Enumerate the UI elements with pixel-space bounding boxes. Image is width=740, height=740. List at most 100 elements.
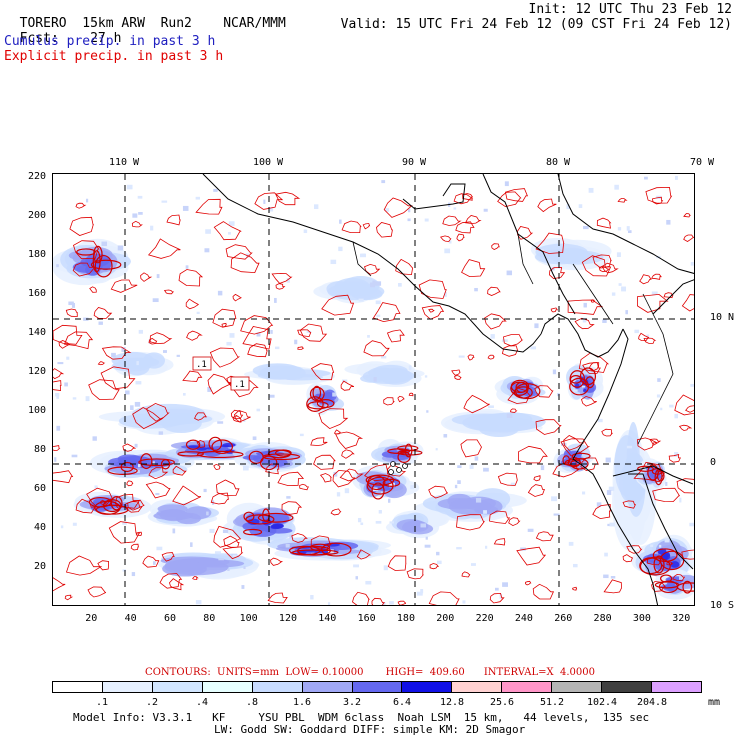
precip-speckle xyxy=(389,482,395,488)
explicit-precip-contour xyxy=(467,354,475,361)
lat-label: 10 S xyxy=(710,600,735,611)
precip-speckle xyxy=(226,341,232,346)
explicit-precip-contour xyxy=(87,586,107,598)
explicit-precip-contour xyxy=(142,555,160,568)
precip-speckle xyxy=(338,246,343,252)
explicit-precip-contour xyxy=(230,409,244,419)
explicit-precip-contour xyxy=(454,375,462,380)
y-tick-label: 220 xyxy=(27,170,46,182)
legend-swatch xyxy=(53,682,103,692)
explicit-precip-contour xyxy=(341,449,355,459)
heavy-precip-contour xyxy=(211,439,234,455)
explicit-precip-contour xyxy=(330,508,342,516)
explicit-precip-contour xyxy=(672,573,686,582)
explicit-precip-contour xyxy=(651,273,662,280)
explicit-precip-contour xyxy=(386,329,405,343)
x-tick-label: 280 xyxy=(593,613,612,624)
precip-speckle xyxy=(182,205,189,211)
heavy-precip-contour xyxy=(257,512,294,523)
y-tick-label: 20 xyxy=(33,560,46,572)
legend-swatch xyxy=(102,682,153,692)
explicit-precip-contour xyxy=(681,549,694,560)
lat-label: 0 xyxy=(710,457,717,468)
x-tick-label: 300 xyxy=(632,613,651,624)
precip-speckle xyxy=(125,390,130,395)
precip-speckle xyxy=(314,204,319,210)
precip-shading xyxy=(555,247,589,263)
explicit-precip-contour xyxy=(376,222,393,238)
precip-speckle xyxy=(474,456,479,461)
explicit-precip-contour xyxy=(461,259,486,278)
legend-value: 102.4 xyxy=(586,697,618,708)
precip-speckle xyxy=(669,404,674,408)
precip-speckle xyxy=(582,491,586,495)
precip-speckle xyxy=(286,277,290,283)
precip-shading xyxy=(162,560,207,577)
precip-speckle xyxy=(111,352,116,358)
legend-value: 204.8 xyxy=(636,697,668,708)
explicit-precip-contour xyxy=(213,221,242,241)
precip-speckle xyxy=(660,407,663,411)
explicit-precip-contour xyxy=(318,408,349,430)
coastline xyxy=(652,279,694,315)
explicit-precip-contour xyxy=(159,573,183,589)
heavy-precip-contour xyxy=(682,580,693,594)
precip-speckle xyxy=(155,492,160,496)
precip-speckle xyxy=(275,346,280,350)
explicit-precip-contour xyxy=(169,578,185,591)
precip-speckle xyxy=(424,544,431,548)
explicit-precip-contour xyxy=(421,305,445,320)
explicit-precip-contour xyxy=(53,380,62,391)
explicit-precip-contour xyxy=(617,198,628,203)
precip-speckle xyxy=(101,241,108,247)
precip-speckle xyxy=(448,240,452,244)
precip-speckle xyxy=(456,547,462,550)
explicit-precip-contour xyxy=(395,258,414,276)
explicit-precip-contour xyxy=(65,555,103,576)
explicit-precip-contour xyxy=(596,217,612,229)
org-label: NCAR/MMM xyxy=(223,16,286,31)
precip-speckle xyxy=(72,522,77,526)
precip-speckle xyxy=(437,560,442,565)
explicit-precip-contour xyxy=(484,313,507,330)
precip-speckle xyxy=(83,317,89,321)
explicit-precip-contour xyxy=(532,583,555,600)
heavy-precip-contour xyxy=(654,469,663,486)
precip-speckle xyxy=(483,467,489,472)
explicit-precip-contour xyxy=(310,437,328,446)
fcst-label: Fcst: xyxy=(19,31,59,46)
precip-speckle xyxy=(690,262,694,266)
precip-speckle xyxy=(156,274,160,279)
legend-unit: mm xyxy=(708,697,721,708)
precip-speckle xyxy=(134,443,138,448)
explicit-precip-contour xyxy=(572,586,578,591)
precip-speckle xyxy=(420,523,427,528)
precip-speckle xyxy=(204,248,210,253)
explicit-precip-contour xyxy=(681,294,694,312)
precip-speckle xyxy=(389,521,394,524)
explicit-precip-contour xyxy=(638,332,650,342)
y-tick-label: 80 xyxy=(33,443,46,455)
precip-speckle xyxy=(425,536,428,540)
explicit-precip-contour xyxy=(460,439,482,458)
heavy-precip-contour xyxy=(297,545,331,556)
explicit-precip-contour xyxy=(397,395,405,403)
precip-speckle xyxy=(217,421,224,424)
precip-speckle xyxy=(596,502,602,507)
y-tick-label: 100 xyxy=(27,404,46,416)
heavy-precip-contour xyxy=(120,461,134,473)
explicit-precip-contour xyxy=(213,463,221,471)
legend-value: .1 xyxy=(95,697,109,708)
explicit-precip-contour xyxy=(406,568,424,580)
explicit-precip-contour xyxy=(525,580,532,586)
legend-swatch xyxy=(452,682,503,692)
precip-speckle xyxy=(553,513,560,516)
precip-speckle xyxy=(289,534,294,539)
explicit-precip-contour xyxy=(122,443,137,452)
precip-speckle xyxy=(333,471,338,477)
heavy-precip-contour xyxy=(653,555,665,574)
lon-label: 90 W xyxy=(401,157,427,168)
explicit-precip-contour xyxy=(267,592,288,604)
precip-shading xyxy=(379,367,413,385)
precip-speckle xyxy=(92,436,97,441)
